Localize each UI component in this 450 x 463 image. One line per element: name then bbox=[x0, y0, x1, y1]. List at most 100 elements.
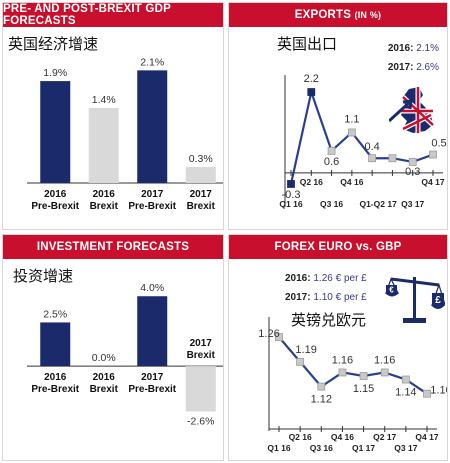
exports-value-label-7: 0.5 bbox=[431, 138, 446, 150]
forex-subtitle-cn: 英镑兑欧元 bbox=[291, 311, 367, 329]
investment-bar-2 bbox=[137, 296, 168, 367]
investment-bar-3 bbox=[185, 366, 216, 412]
gdp-bar-label-0: 1.9% bbox=[43, 67, 67, 79]
gdp-subtitle-cn: 英国经济增速 bbox=[8, 35, 99, 53]
gdp-tick-type-0: Pre-Brexit bbox=[31, 201, 79, 212]
exports-value-label-3: 1.1 bbox=[344, 113, 359, 125]
investment-bar-label-2: 4.0% bbox=[140, 282, 164, 294]
gdp-bar-label-2: 2.1% bbox=[140, 56, 164, 68]
gdp-tick-type-3: Brexit bbox=[187, 201, 216, 212]
gdp-bar-label-3: 0.3% bbox=[189, 153, 213, 165]
forex-value-label-0: 1.26 bbox=[258, 328, 279, 340]
gdp-panel: PRE- AND POST-BREXIT GDP FORECASTS 英国经济增… bbox=[2, 2, 224, 230]
exports-legend-2016-label: 2016: bbox=[387, 43, 414, 54]
forex-tick-label-7: Q4 17 bbox=[415, 432, 438, 442]
exports-legend-2017: 2017: 2.6% bbox=[388, 62, 439, 73]
exports-value-label-6: 0.3 bbox=[405, 166, 420, 178]
exports-panel: EXPORTS (IN %) 英国出口 2016: 2.1% 2017: 2.6… bbox=[228, 2, 448, 230]
forex-point-1 bbox=[296, 357, 305, 366]
forex-point-3 bbox=[338, 368, 347, 377]
forex-point-5 bbox=[380, 368, 389, 377]
exports-tick-label-0: Q1 16 bbox=[279, 199, 302, 209]
exports-header: EXPORTS (IN %) bbox=[229, 3, 447, 27]
forex-value-label-3: 1.16 bbox=[332, 354, 353, 366]
exports-legend-2017-value: 2.6% bbox=[416, 62, 439, 73]
forex-value-label-7: 1.10 bbox=[430, 385, 447, 397]
exports-point-6 bbox=[408, 158, 417, 166]
exports-legend-2017-label: 2017: bbox=[387, 62, 414, 73]
svg-text:£: £ bbox=[435, 295, 441, 306]
forex-point-2 bbox=[317, 382, 326, 391]
investment-tick-year-3: 2017 bbox=[190, 338, 213, 349]
gdp-tick-year-2: 2017 bbox=[141, 189, 164, 200]
exports-legend-2016: 2016: 2.1% bbox=[388, 43, 439, 54]
exports-tick-label-6: Q3 17 bbox=[401, 199, 424, 209]
forex-legend-2016: 2016: 1.26 € per £ bbox=[285, 273, 367, 284]
forex-panel: FOREX EURO vs. GBP 2016: 1.26 € per £ 20… bbox=[228, 234, 448, 461]
investment-bar-label-3: -2.6% bbox=[187, 416, 214, 428]
forex-chart: 1.261.191.121.161.151.161.141.10Q1 16Q2 … bbox=[258, 317, 447, 453]
exports-point-2 bbox=[327, 146, 336, 155]
gdp-chart: 1.9%2016Pre-Brexit1.4%2016Brexit2.1%2017… bbox=[27, 56, 223, 212]
exports-point-0 bbox=[287, 180, 295, 188]
gdp-tick-type-1: Brexit bbox=[90, 201, 119, 212]
forex-tick-label-0: Q1 16 bbox=[267, 443, 290, 453]
exports-value-label-0: -0.3 bbox=[282, 189, 301, 201]
gdp-bar-2 bbox=[137, 70, 168, 183]
forex-legend-2017: 2017: 1.10 € per £ bbox=[285, 292, 367, 303]
forex-point-6 bbox=[401, 375, 410, 384]
exports-chart: -0.3 2.2 0.6 1.1 0.4 0.3 0.5 Q1 16 Q2 16 Q3 16 Q4 … bbox=[279, 73, 446, 209]
forex-value-label-2: 1.12 bbox=[311, 394, 332, 406]
exports-point-1 bbox=[307, 88, 316, 96]
investment-header: INVESTMENT FORECASTS bbox=[3, 235, 223, 259]
gdp-header: PRE- AND POST-BREXIT GDP FORECASTS bbox=[3, 3, 223, 27]
forex-value-label-1: 1.19 bbox=[295, 344, 316, 356]
exports-point-3 bbox=[347, 128, 356, 137]
investment-tick-type-1: Brexit bbox=[90, 384, 119, 395]
forex-tick-label-6: Q3 17 bbox=[394, 443, 417, 453]
forex-tick-label-2: Q3 16 bbox=[310, 443, 333, 453]
forex-legend-2017-value: 1.10 € per £ bbox=[313, 292, 367, 303]
investment-tick-type-2: Pre-Brexit bbox=[128, 384, 176, 395]
investment-bar-label-0: 2.5% bbox=[43, 308, 67, 320]
investment-panel: INVESTMENT FORECASTS 投资增速 2.5% 2016 Pre-Br… bbox=[2, 234, 224, 461]
forex-tick-label-1: Q2 16 bbox=[289, 432, 312, 442]
forex-value-label-4: 1.15 bbox=[353, 383, 374, 395]
investment-tick-type-0: Pre-Brexit bbox=[31, 384, 79, 395]
exports-point-5 bbox=[388, 154, 397, 163]
gdp-tick-year-3: 2017 bbox=[190, 189, 213, 200]
gdp-bar-0 bbox=[40, 81, 71, 183]
forex-tick-label-5: Q2 17 bbox=[373, 432, 396, 442]
exports-tick-label-2: Q3 16 bbox=[320, 199, 343, 209]
forex-point-4 bbox=[359, 372, 368, 380]
svg-text:€: € bbox=[389, 286, 394, 295]
investment-subtitle-cn: 投资增速 bbox=[13, 267, 74, 285]
exports-point-7 bbox=[429, 150, 437, 159]
investment-bar-label-1: 0.0% bbox=[92, 352, 116, 364]
gdp-bar-3 bbox=[185, 166, 216, 183]
exports-value-label-2: 0.6 bbox=[324, 156, 339, 168]
forex-tick-label-3: Q4 16 bbox=[331, 432, 354, 442]
forex-legend-2016-label: 2016: bbox=[285, 273, 311, 284]
exports-tick-label-3: Q4 16 bbox=[340, 177, 363, 187]
gdp-tick-year-0: 2016 bbox=[44, 189, 67, 200]
exports-tick-label-4: Q1-Q2 17 bbox=[359, 199, 397, 209]
forex-point-0 bbox=[275, 333, 283, 342]
forex-tick-label-4: Q1 17 bbox=[352, 443, 375, 453]
investment-tick-type-3: Brexit bbox=[187, 350, 216, 361]
gdp-bar-1 bbox=[88, 107, 119, 183]
forex-point-7 bbox=[423, 389, 431, 398]
exports-point-4 bbox=[368, 154, 377, 163]
exports-tick-label-1: Q2 16 bbox=[300, 177, 323, 187]
forex-header: FOREX EURO vs. GBP bbox=[229, 235, 447, 259]
gdp-tick-year-1: 2016 bbox=[93, 189, 116, 200]
uk-flag-map-icon bbox=[389, 87, 435, 133]
exports-value-label-4: 0.4 bbox=[364, 141, 379, 153]
investment-tick-year-0: 2016 bbox=[44, 372, 67, 383]
forex-legend-2017-label: 2017: bbox=[285, 292, 311, 303]
exports-tick-label-7: Q4 17 bbox=[421, 177, 444, 187]
gdp-bar-label-1: 1.4% bbox=[92, 94, 116, 106]
exports-legend-2016-value: 2.1% bbox=[416, 43, 439, 54]
investment-bar-0 bbox=[40, 322, 71, 367]
forex-value-label-5: 1.16 bbox=[374, 354, 395, 366]
